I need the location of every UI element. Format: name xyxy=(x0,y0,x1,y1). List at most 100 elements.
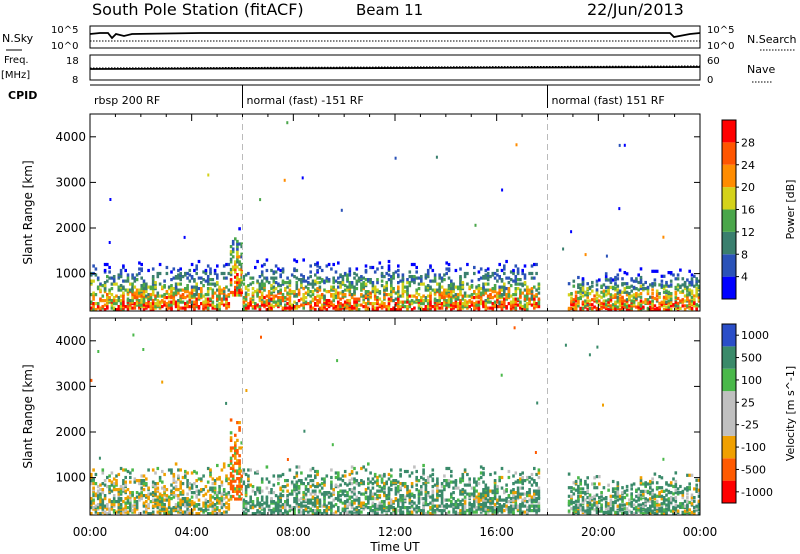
echo-cell xyxy=(450,279,453,283)
echo-cell xyxy=(688,288,691,292)
echo-cell xyxy=(593,486,596,490)
echo-cell xyxy=(279,486,282,490)
echo-cell xyxy=(188,296,192,300)
echo-cell xyxy=(443,488,446,492)
echo-cell xyxy=(147,293,150,297)
echo-cell xyxy=(364,294,368,298)
echo-cell xyxy=(443,509,446,513)
echo-cell xyxy=(172,302,176,306)
echo-cell xyxy=(234,262,237,266)
echo-cell xyxy=(468,509,471,513)
echo-cell xyxy=(236,247,239,251)
echo-cell xyxy=(240,283,243,287)
echo-cell xyxy=(581,487,585,491)
echo-cell xyxy=(523,264,527,268)
echo-cell xyxy=(360,501,363,505)
echo-cell xyxy=(119,491,123,495)
echo-cell xyxy=(218,302,221,306)
echo-cell xyxy=(242,305,246,309)
echo-cell xyxy=(533,285,536,289)
echo-cell xyxy=(154,482,157,486)
echo-cell xyxy=(609,304,613,308)
echo-cell xyxy=(574,479,578,484)
echo-cell xyxy=(145,500,148,504)
echo-cell xyxy=(475,480,478,484)
echo-cell xyxy=(103,504,107,508)
echo-cell xyxy=(244,472,248,477)
echo-cell xyxy=(537,504,541,508)
echo-cell xyxy=(408,305,412,309)
echo-cell xyxy=(122,285,125,289)
echo-cell xyxy=(383,503,386,507)
echo-cell xyxy=(295,284,299,288)
echo-cell xyxy=(209,287,212,291)
echo-cell xyxy=(258,489,262,493)
echo-cell xyxy=(256,486,259,490)
echo-cell xyxy=(537,282,541,286)
echo-cell xyxy=(236,260,239,264)
echo-cell xyxy=(138,267,141,271)
echo-cell xyxy=(353,306,356,310)
echo-cell xyxy=(332,299,335,303)
echo-cell xyxy=(364,503,368,507)
echo-cell xyxy=(353,297,356,301)
station-title: South Pole Station (fitACF) xyxy=(92,0,304,19)
echo-cell xyxy=(309,479,312,483)
echo-cell xyxy=(461,479,465,483)
echo-cell xyxy=(655,294,659,298)
echo-cell xyxy=(621,499,624,503)
echo-cell xyxy=(234,449,237,453)
echo-cell xyxy=(514,495,518,499)
echo-cell xyxy=(216,264,219,268)
echo-cell xyxy=(649,295,652,299)
echo-cell xyxy=(247,305,250,309)
echo-cell xyxy=(288,279,292,283)
echo-cell xyxy=(145,294,148,298)
echo-cell xyxy=(90,306,93,310)
echo-cell xyxy=(362,276,365,280)
echo-cell xyxy=(295,474,299,478)
echo-cell xyxy=(591,306,594,310)
echo-cell xyxy=(222,303,226,307)
echo-cell xyxy=(383,275,386,279)
echo-cell xyxy=(618,308,622,312)
echo-cell xyxy=(376,479,379,483)
echo-cell xyxy=(403,285,407,289)
echo-cell xyxy=(470,300,474,304)
echo-cell xyxy=(131,491,134,495)
echo-cell xyxy=(607,278,610,282)
echo-cell xyxy=(184,469,187,474)
echo-cell xyxy=(454,268,458,273)
echo-cell xyxy=(332,498,335,502)
echo-cell xyxy=(537,297,541,301)
echo-cell xyxy=(274,501,278,505)
echo-cell xyxy=(623,489,627,493)
echo-cell xyxy=(401,510,405,514)
beam-label: Beam 11 xyxy=(356,1,423,19)
echo-cell xyxy=(683,294,687,298)
echo-cell xyxy=(323,294,326,298)
echo-cell xyxy=(251,305,255,309)
echo-cell xyxy=(220,297,224,301)
echo-cell xyxy=(115,299,118,303)
echo-cell xyxy=(609,500,613,505)
echo-cell xyxy=(300,284,303,288)
echo-cell xyxy=(304,504,308,508)
echo-cell xyxy=(124,509,127,513)
echo-cell xyxy=(337,276,340,280)
echo-cell xyxy=(688,292,691,296)
echo-cell xyxy=(586,282,589,286)
echo-cell xyxy=(408,300,412,304)
echo-cell xyxy=(611,278,615,282)
echo-cell xyxy=(586,476,589,480)
echo-cell xyxy=(258,501,262,505)
echo-cell xyxy=(353,271,356,276)
echo-cell xyxy=(117,288,121,292)
echo-cell xyxy=(628,509,631,513)
echo-cell xyxy=(227,288,231,292)
echo-cell xyxy=(218,491,221,495)
echo-cell xyxy=(300,504,303,508)
echo-cell xyxy=(297,305,301,309)
echo-cell xyxy=(493,290,497,294)
